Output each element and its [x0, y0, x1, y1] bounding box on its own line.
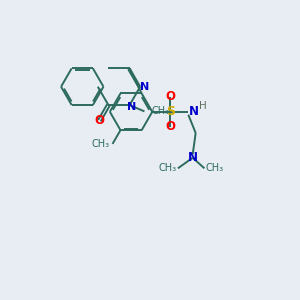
Text: CH₃: CH₃ [92, 139, 110, 149]
Text: N: N [140, 82, 149, 92]
Text: CH₃: CH₃ [206, 163, 224, 173]
Text: O: O [165, 91, 175, 103]
Text: N: N [189, 105, 199, 118]
Text: H: H [199, 101, 206, 112]
Text: O: O [94, 114, 104, 127]
Text: N: N [127, 101, 136, 112]
Text: CH₃: CH₃ [152, 106, 170, 116]
Text: S: S [166, 105, 175, 118]
Text: CH₃: CH₃ [158, 163, 176, 173]
Text: O: O [165, 120, 175, 133]
Text: N: N [188, 151, 198, 164]
